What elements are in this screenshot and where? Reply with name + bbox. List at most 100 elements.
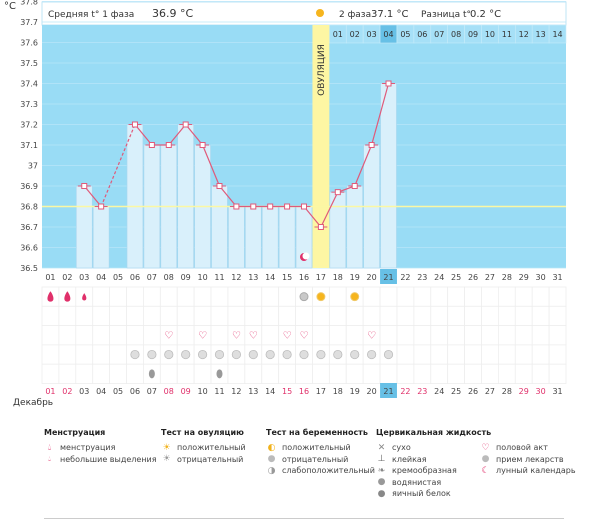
cycle-day-label: 14 xyxy=(552,30,562,39)
heart-icon: ♡ xyxy=(300,330,309,341)
temperature-bar xyxy=(346,185,363,269)
event-cell xyxy=(92,286,111,307)
bottom-day-label: 29 xyxy=(519,387,529,396)
event-cell xyxy=(312,363,330,384)
event-cell xyxy=(531,344,550,365)
temperature-bar xyxy=(261,206,279,269)
bottom-day-label: 31 xyxy=(552,387,562,396)
event-cell xyxy=(126,305,144,326)
event-cell xyxy=(75,344,94,365)
x-tick: 24 xyxy=(434,273,444,282)
temperature-point xyxy=(267,203,274,210)
x-tick: 12 xyxy=(231,273,241,282)
y-tick: 37.5 xyxy=(20,59,38,68)
temperature-line xyxy=(371,83,390,146)
event-cell xyxy=(210,325,229,346)
bottom-day-label: 30 xyxy=(536,387,546,396)
pregnancy-test-icon xyxy=(350,349,360,360)
pregnancy-test-icon xyxy=(383,349,394,360)
x-tick: 28 xyxy=(502,273,512,282)
legend-item: отрицательный xyxy=(177,454,244,464)
bottom-day-label: 23 xyxy=(417,387,427,396)
event-cell xyxy=(295,305,313,326)
temperature-point xyxy=(368,142,375,148)
egg-white-icon xyxy=(148,369,155,379)
temperature-point xyxy=(301,203,307,210)
bottom-day-label: 09 xyxy=(181,387,191,396)
x-tick: 20 xyxy=(367,273,377,282)
event-cell xyxy=(514,363,533,384)
legend-pregnancy-title: Тест на беременность xyxy=(266,428,368,437)
event-cell xyxy=(413,286,432,307)
legend-item: водянистая xyxy=(392,477,442,487)
x-tick: 30 xyxy=(536,273,546,282)
x-tick: 17 xyxy=(316,273,326,282)
event-cell xyxy=(514,286,533,307)
pill-icon: ● xyxy=(481,454,490,465)
event-cell xyxy=(328,305,347,326)
heart-icon: ♡ xyxy=(283,330,292,341)
bottom-day-label: 22 xyxy=(400,387,410,396)
y-tick: 37.7 xyxy=(20,18,38,27)
temperature-line xyxy=(134,124,153,146)
event-cell xyxy=(109,305,127,326)
event-cell xyxy=(109,325,127,346)
moon-icon: ☾ xyxy=(481,465,490,476)
event-cell xyxy=(514,325,533,346)
event-cell xyxy=(244,363,263,384)
event-cell xyxy=(447,344,465,365)
pregnancy-test-icon xyxy=(333,349,343,360)
cycle-day-label: 07 xyxy=(434,30,444,39)
event-cell xyxy=(362,286,381,307)
cycle-day-label: 04 xyxy=(383,30,393,39)
pregnancy-test-icon xyxy=(231,349,241,360)
x-tick: 25 xyxy=(451,273,461,282)
heart-icon: ♡ xyxy=(198,330,207,341)
legend-item: прием лекарств xyxy=(496,454,564,464)
today-cell xyxy=(380,269,397,284)
event-cell xyxy=(430,344,449,365)
event-cell xyxy=(447,325,465,346)
x-tick: 18 xyxy=(333,273,343,282)
temperature-point xyxy=(284,203,291,210)
event-cell xyxy=(396,305,415,326)
temperature-point xyxy=(317,224,324,230)
pregnancy-test-icon xyxy=(147,349,157,360)
event-cell xyxy=(481,344,499,365)
legend-item: кремообразная xyxy=(392,466,457,476)
temperature-point xyxy=(351,183,358,189)
pregnancy-test-icon xyxy=(299,349,309,360)
event-cell xyxy=(143,325,161,346)
y-tick: 36.9 xyxy=(20,182,38,191)
event-cell xyxy=(41,344,60,365)
event-cell xyxy=(548,363,567,384)
event-cell xyxy=(210,305,229,326)
x-tick: 14 xyxy=(265,273,275,282)
event-cell xyxy=(379,325,398,346)
heart-icon: ♡ xyxy=(232,330,241,341)
event-cell xyxy=(41,325,60,346)
cycle-day-label: 11 xyxy=(502,30,512,39)
bottom-day-label: 08 xyxy=(164,387,174,396)
event-cell xyxy=(413,305,432,326)
event-cell xyxy=(109,363,127,384)
event-cell xyxy=(481,286,499,307)
event-cell xyxy=(464,325,482,346)
temperature-point xyxy=(148,142,155,148)
legend-menstruation: Менструация 💧︎ менструация 💧︎ небольшие вы… xyxy=(44,428,157,465)
pregnancy-test-icon xyxy=(248,349,258,360)
event-cell xyxy=(345,325,364,346)
temperature-point xyxy=(165,142,172,148)
temperature-point xyxy=(81,183,88,189)
event-cell xyxy=(464,305,482,326)
event-cell xyxy=(278,286,296,307)
bottom-day-label: 28 xyxy=(502,387,512,396)
event-cell xyxy=(464,286,482,307)
event-cell xyxy=(159,305,178,326)
event-cell xyxy=(58,363,77,384)
temperature-point xyxy=(233,203,240,210)
bottom-day-label: 12 xyxy=(231,387,241,396)
today-cell-bottom xyxy=(380,383,397,398)
event-cell xyxy=(75,305,94,326)
legend-item: отрицательный xyxy=(282,454,349,464)
